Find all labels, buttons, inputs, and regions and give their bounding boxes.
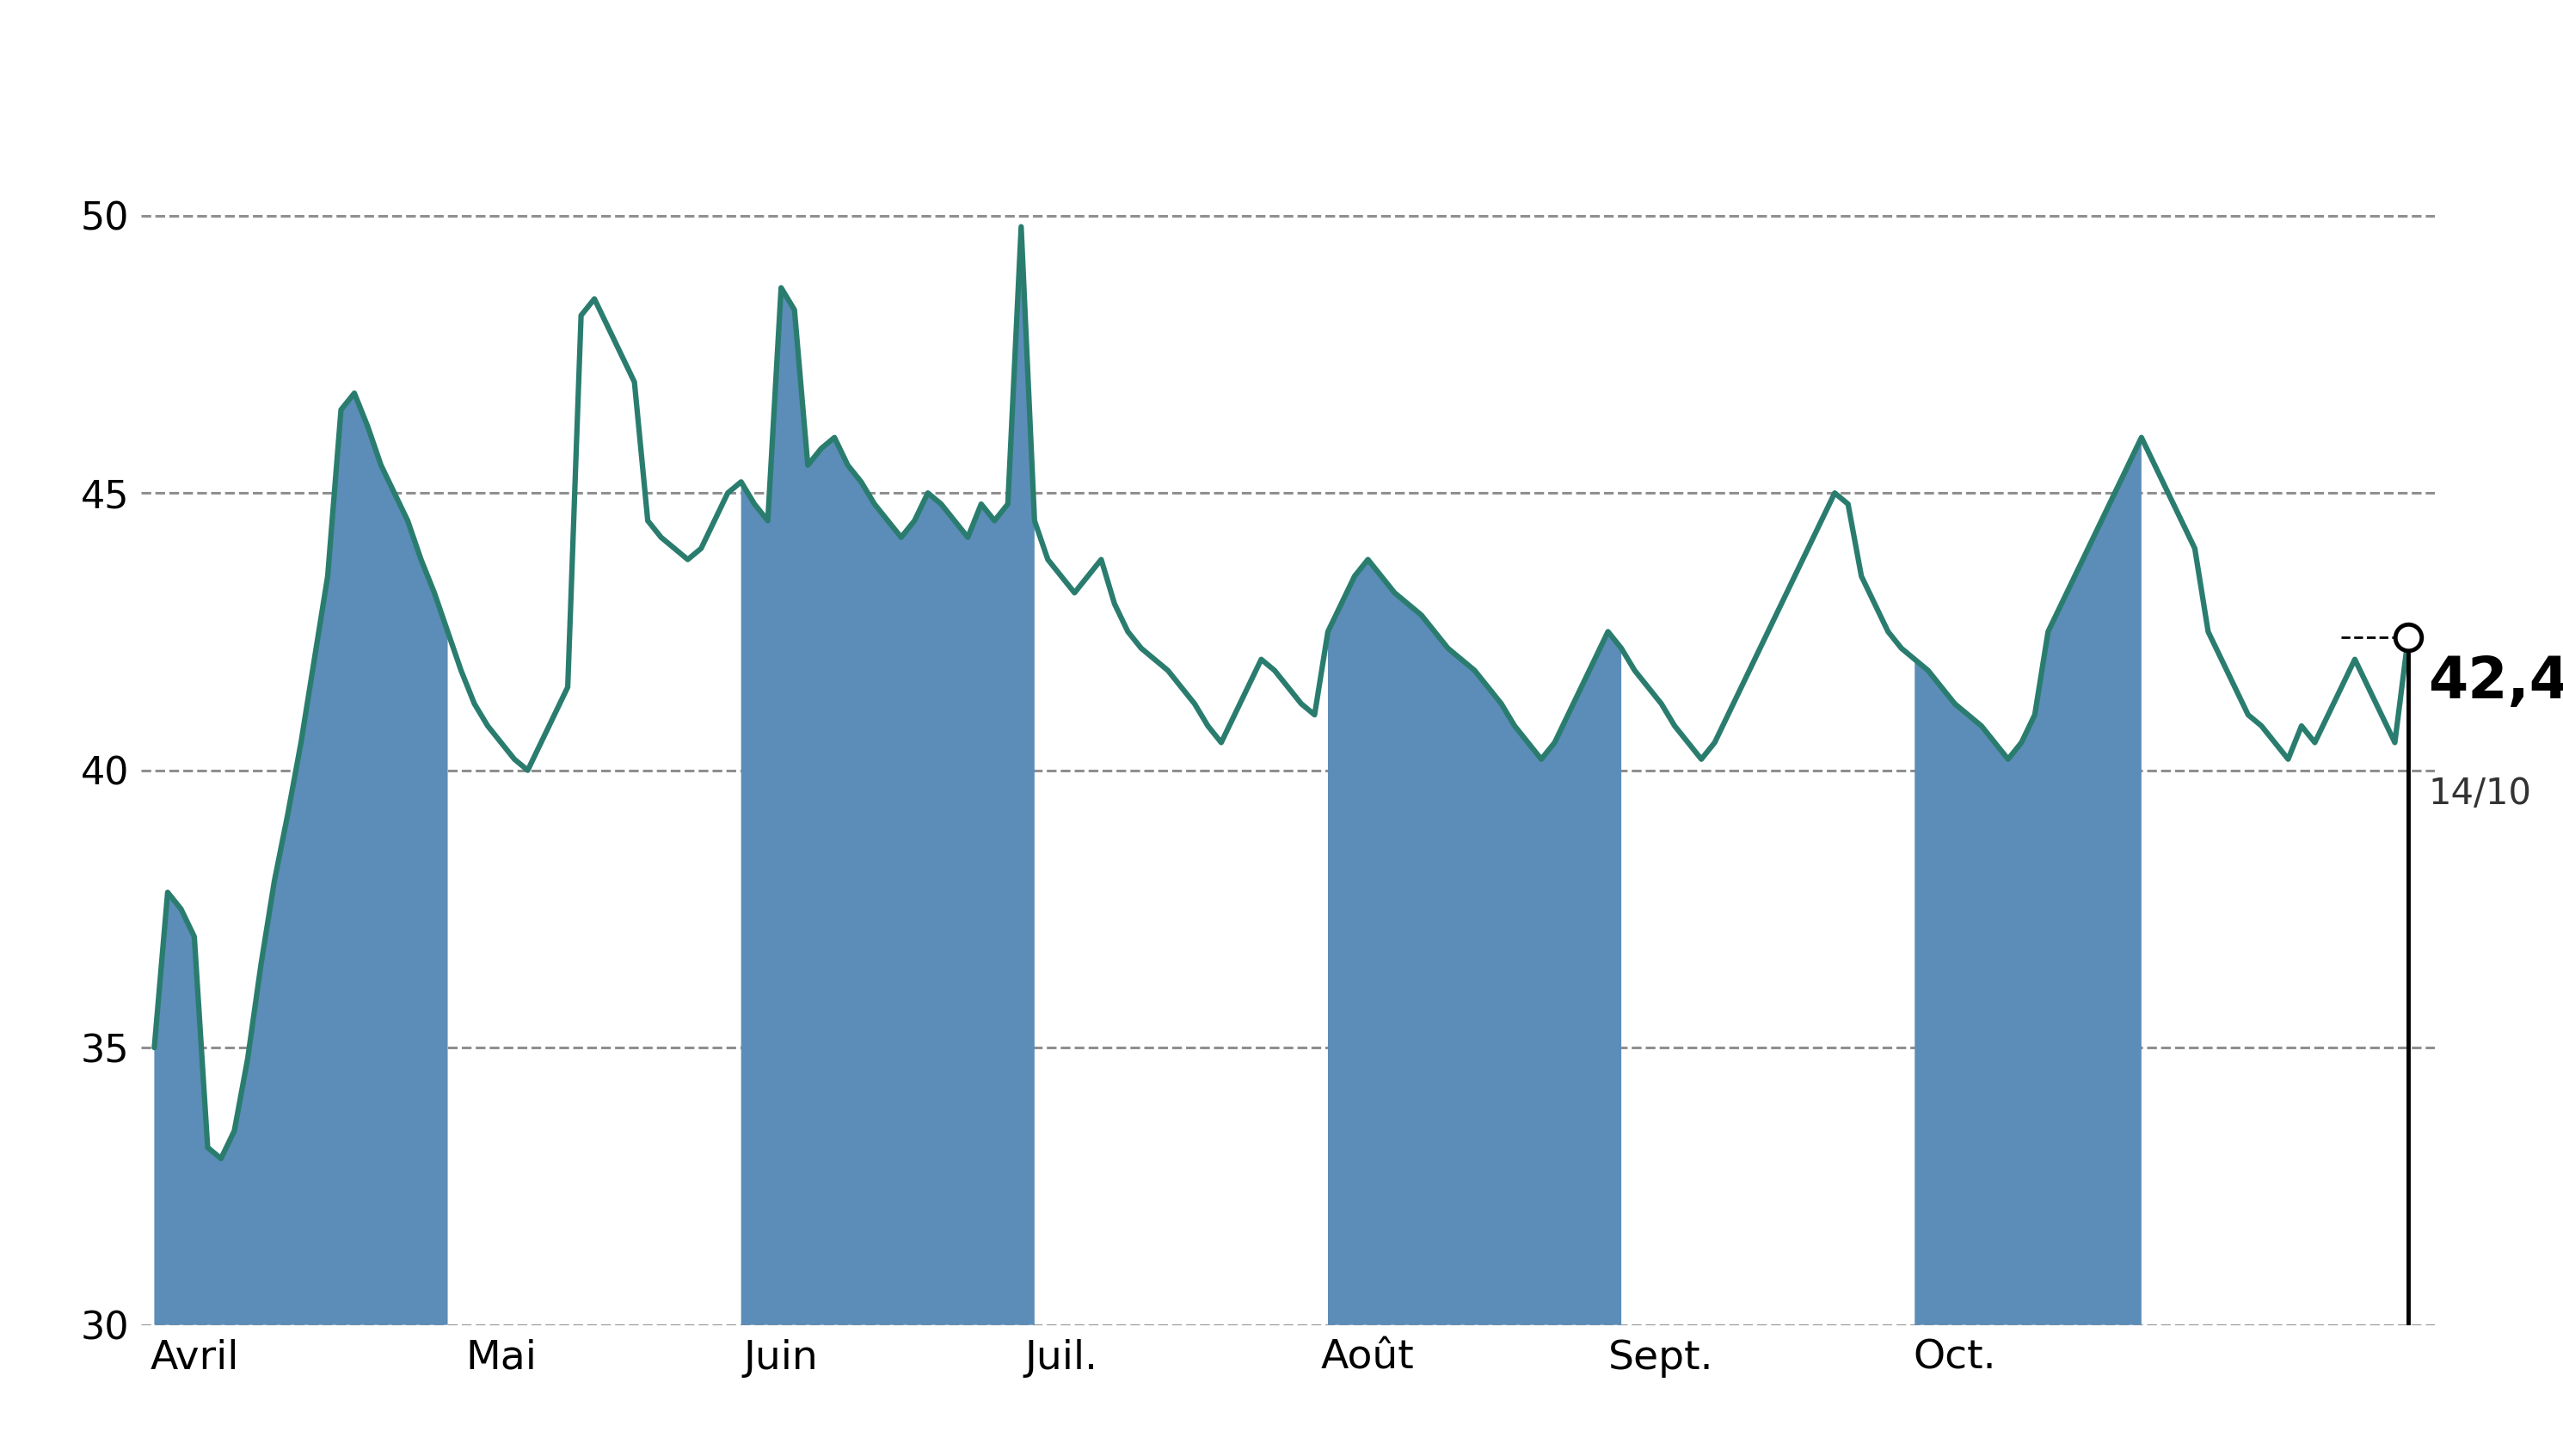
Text: 14/10: 14/10 [2427,776,2532,812]
Text: 42,40: 42,40 [2427,654,2563,711]
Text: Eckert & Ziegler Strahlen- und Medizintechnik AG: Eckert & Ziegler Strahlen- und Medizinte… [0,35,2563,132]
